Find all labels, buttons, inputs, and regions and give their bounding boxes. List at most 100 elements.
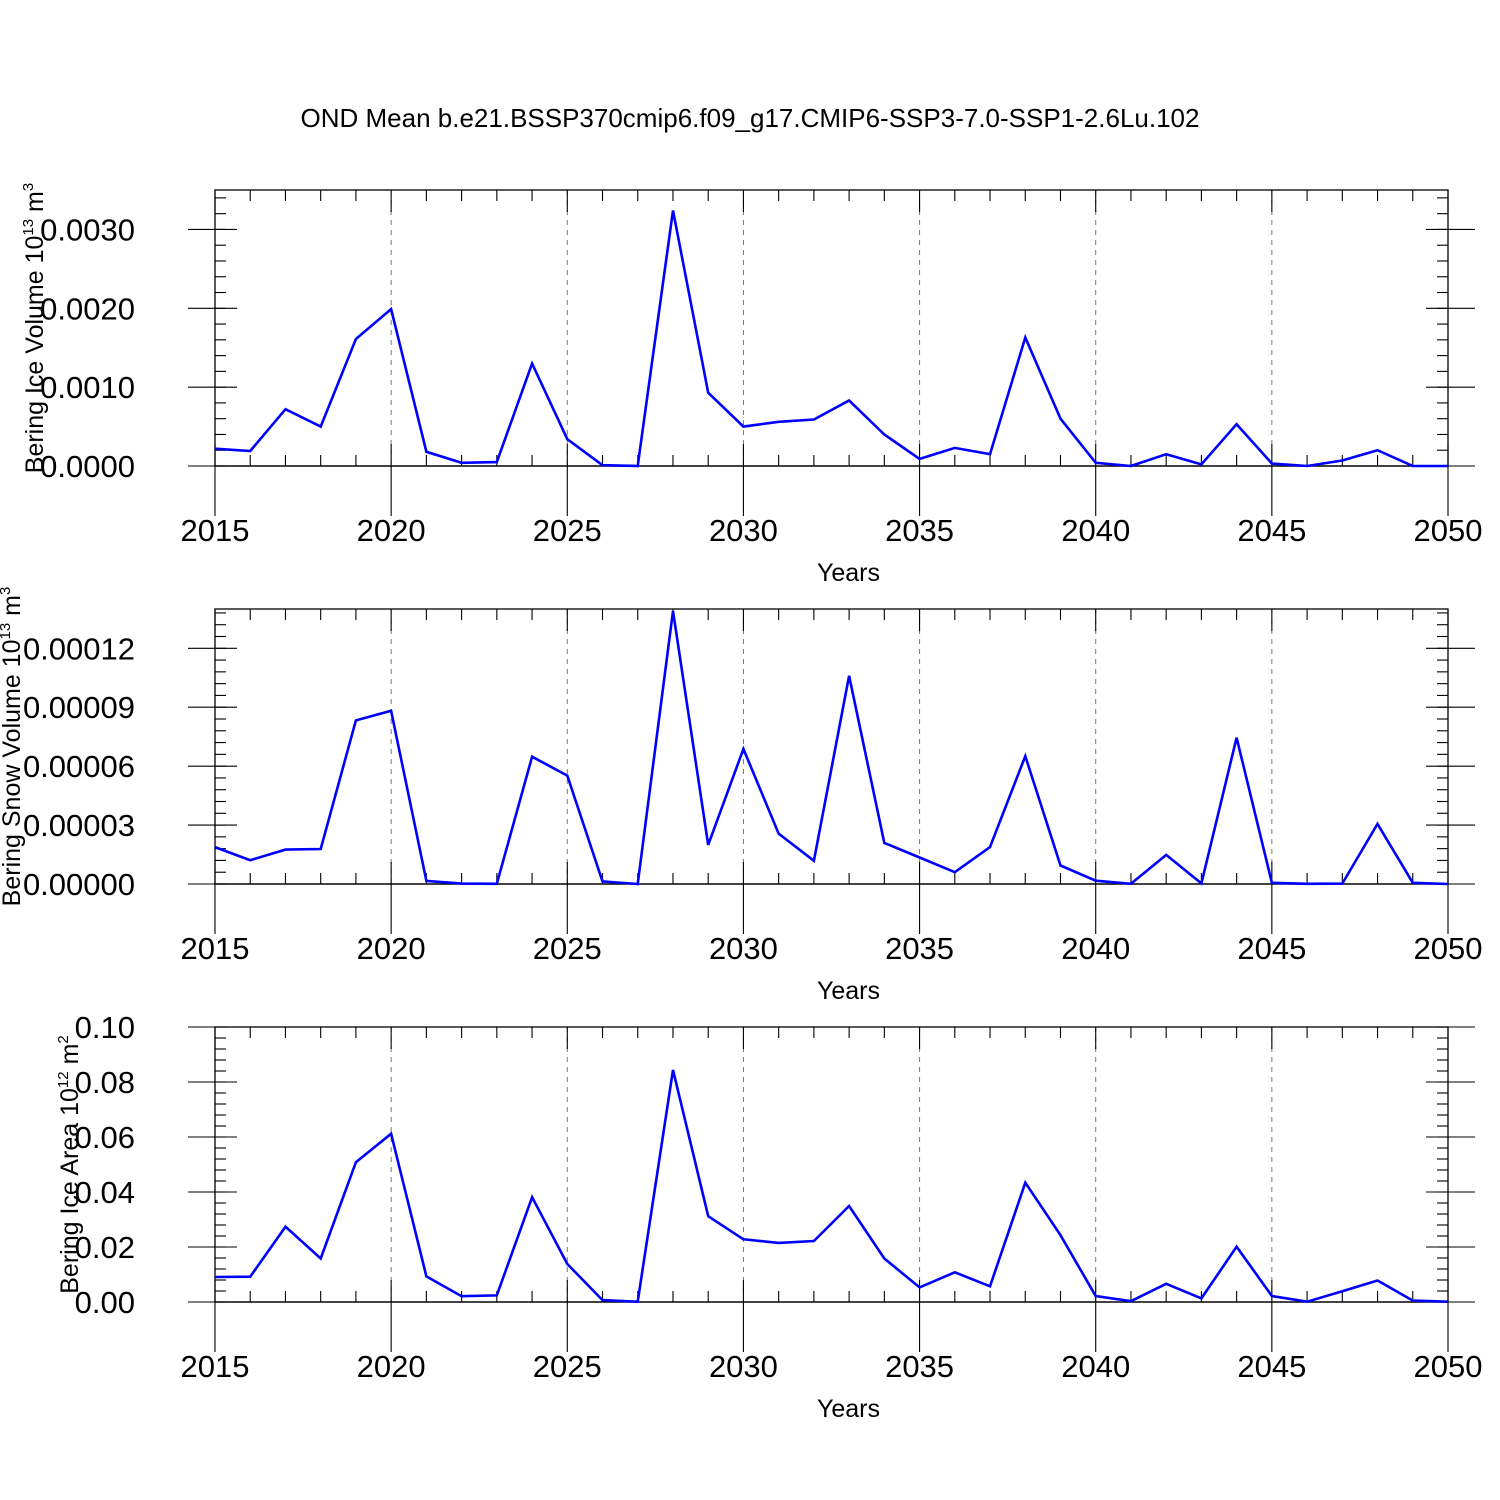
- data-point: [460, 882, 463, 885]
- data-point: [777, 832, 780, 835]
- data-point: [1059, 1234, 1062, 1237]
- data-point: [425, 450, 428, 453]
- x-tick-label: 2040: [1061, 1349, 1130, 1384]
- data-point: [989, 453, 992, 456]
- data-point: [636, 883, 639, 886]
- data-point: [1447, 465, 1450, 468]
- x-tick-label: 2050: [1414, 513, 1483, 548]
- data-point: [1200, 1297, 1203, 1300]
- data-point: [1306, 1300, 1309, 1303]
- x-tick-label: 2025: [533, 513, 602, 548]
- x-axis-label: Years: [817, 1395, 880, 1423]
- data-point: [918, 856, 921, 859]
- y-tick-label: 0.04: [75, 1175, 135, 1210]
- data-point: [1129, 882, 1132, 885]
- data-point: [1376, 1279, 1379, 1282]
- data-point: [1059, 864, 1062, 867]
- y-tick-label: 0.0030: [40, 212, 135, 247]
- data-point: [354, 338, 357, 341]
- y-tick-label: 0.0000: [40, 449, 135, 484]
- data-point: [1235, 736, 1238, 739]
- data-point: [989, 1285, 992, 1288]
- data-point: [1129, 1300, 1132, 1303]
- y-axis-label: Bering Ice Volume 1013 m3: [20, 183, 49, 473]
- data-point: [1094, 461, 1097, 464]
- data-point: [989, 846, 992, 849]
- data-point: [1024, 1181, 1027, 1184]
- data-point: [601, 880, 604, 883]
- data-point: [566, 1263, 569, 1266]
- y-tick-label: 0.00012: [23, 631, 135, 666]
- data-point: [1447, 1300, 1450, 1303]
- x-axis-label: Years: [817, 977, 880, 1005]
- data-point: [1411, 881, 1414, 884]
- x-tick-label: 2020: [357, 513, 426, 548]
- data-point: [390, 308, 393, 311]
- data-point: [1306, 882, 1309, 885]
- data-point: [1235, 1245, 1238, 1248]
- data-point: [848, 399, 851, 402]
- data-point: [284, 1225, 287, 1228]
- data-point: [354, 719, 357, 722]
- data-point: [636, 465, 639, 468]
- data-point: [1411, 1299, 1414, 1302]
- data-point: [495, 882, 498, 885]
- data-point: [671, 609, 674, 612]
- data-point: [319, 425, 322, 428]
- data-point: [495, 461, 498, 464]
- data-point: [1306, 465, 1309, 468]
- data-point: [1376, 822, 1379, 825]
- data-point: [742, 747, 745, 750]
- y-tick-label: 0.00006: [23, 749, 135, 784]
- y-axis-label: Bering Snow Volume 1013 m3: [0, 587, 26, 907]
- data-point: [848, 674, 851, 677]
- data-point: [601, 464, 604, 467]
- x-tick-label: 2035: [885, 1349, 954, 1384]
- y-axis-label: Bering Ice Area 1012 m2: [55, 1035, 84, 1294]
- data-point: [883, 433, 886, 436]
- data-point: [953, 446, 956, 449]
- data-point: [460, 461, 463, 464]
- y-tick-label: 0.10: [75, 1010, 135, 1045]
- data-point: [531, 1196, 534, 1199]
- data-point: [1235, 423, 1238, 426]
- plot-frame: [214, 189, 1449, 467]
- data-point: [319, 848, 322, 851]
- data-point: [1165, 453, 1168, 456]
- y-tick-label: 0.00000: [23, 867, 135, 902]
- data-point: [1024, 336, 1027, 339]
- data-point: [531, 755, 534, 758]
- data-point: [354, 1161, 357, 1164]
- data-point: [390, 709, 393, 712]
- data-point: [566, 774, 569, 777]
- data-point: [1270, 462, 1273, 465]
- data-point: [284, 848, 287, 851]
- x-tick-label: 2030: [709, 1349, 778, 1384]
- figure-title: OND Mean b.e21.BSSP370cmip6.f09_g17.CMIP…: [301, 103, 1200, 133]
- data-point: [812, 859, 815, 862]
- data-point: [249, 450, 252, 453]
- x-tick-label: 2050: [1414, 931, 1483, 966]
- y-tick-label: 0.00003: [23, 808, 135, 843]
- data-point: [1341, 882, 1344, 885]
- y-tick-label: 0.0020: [40, 291, 135, 326]
- data-point: [1447, 883, 1450, 886]
- data-point: [249, 1275, 252, 1278]
- x-tick-label: 2035: [885, 931, 954, 966]
- data-point: [1200, 882, 1203, 885]
- data-point: [812, 418, 815, 421]
- data-point: [742, 425, 745, 428]
- data-point: [777, 1241, 780, 1244]
- data-point: [777, 420, 780, 423]
- x-tick-label: 2045: [1237, 513, 1306, 548]
- data-point: [1270, 881, 1273, 884]
- data-point: [812, 1239, 815, 1242]
- x-tick-label: 2015: [181, 931, 250, 966]
- data-point: [848, 1205, 851, 1208]
- data-point: [953, 871, 956, 874]
- y-tick-label: 0.0010: [40, 370, 135, 405]
- data-point: [918, 457, 921, 460]
- data-point: [495, 1294, 498, 1297]
- data-point: [707, 843, 710, 846]
